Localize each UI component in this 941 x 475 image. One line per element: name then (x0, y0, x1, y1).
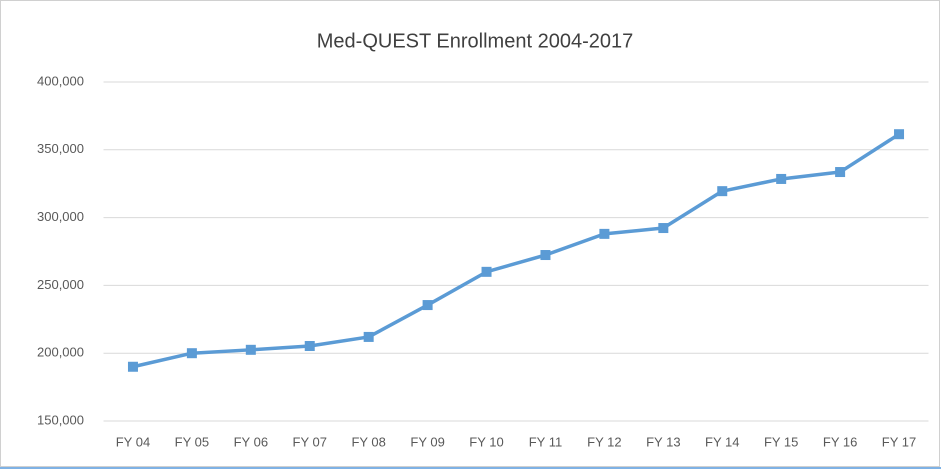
y-tick-label: 350,000 (37, 141, 84, 156)
x-tick-label: FY 04 (116, 434, 150, 449)
y-tick-label: 300,000 (37, 209, 84, 224)
chart-title: Med-QUEST Enrollment 2004-2017 (317, 30, 633, 52)
marker (835, 167, 846, 178)
x-tick-label: FY 06 (234, 434, 268, 449)
marker (127, 361, 138, 372)
marker (186, 348, 197, 359)
marker (363, 331, 374, 342)
x-tick-label: FY 07 (293, 434, 327, 449)
marker (894, 129, 905, 140)
x-tick-label: FY 08 (351, 434, 385, 449)
x-tick-label: FY 14 (705, 434, 739, 449)
marker (304, 341, 315, 352)
marker (245, 344, 256, 355)
marker (422, 300, 433, 311)
x-tick-label: FY 13 (646, 434, 680, 449)
x-tick-label: FY 11 (529, 434, 562, 449)
marker (540, 250, 551, 261)
marker (658, 223, 669, 234)
x-tick-label: FY 05 (175, 434, 209, 449)
x-tick-label: FY 16 (823, 434, 857, 449)
y-tick-label: 250,000 (37, 277, 84, 292)
y-tick-label: 400,000 (37, 73, 84, 88)
y-tick-label: 200,000 (37, 345, 84, 360)
x-tick-label: FY 15 (764, 434, 798, 449)
marker (481, 266, 492, 277)
x-tick-label: FY 17 (882, 434, 916, 449)
x-tick-label: FY 10 (469, 434, 503, 449)
data-line (132, 132, 900, 369)
x-tick-label: FY 09 (410, 434, 444, 449)
marker (717, 186, 728, 197)
y-tick-label: 150,000 (37, 412, 84, 427)
x-tick-label: FY 12 (587, 434, 621, 449)
marker (599, 228, 610, 239)
marker (776, 173, 787, 184)
